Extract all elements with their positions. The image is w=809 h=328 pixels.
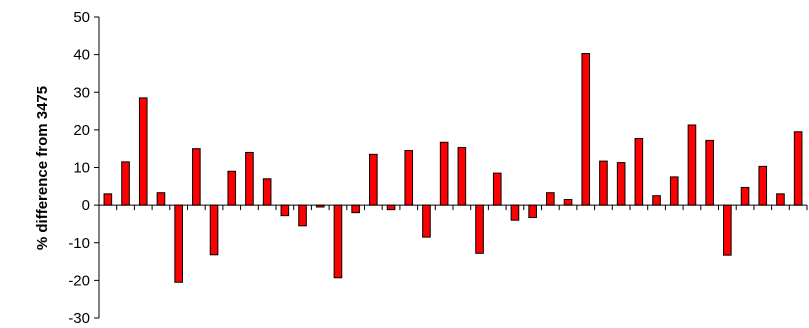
bar	[369, 153, 378, 206]
bar	[298, 204, 307, 227]
y-tick-label: 50	[73, 9, 90, 26]
bar	[333, 204, 343, 279]
bar	[563, 198, 573, 206]
bar	[652, 195, 661, 206]
bar	[475, 204, 484, 254]
y-tick-label: -10	[68, 235, 90, 252]
y-axis: 50 40 30 20 10 0 -10 -20 -30	[68, 9, 100, 327]
bar	[723, 204, 732, 256]
bar	[103, 193, 113, 206]
bar	[422, 204, 431, 238]
bar	[634, 138, 644, 206]
bars	[103, 53, 803, 283]
bar	[227, 170, 237, 206]
bar	[280, 204, 290, 217]
bar	[581, 53, 591, 206]
bar	[121, 161, 130, 206]
bar	[510, 204, 520, 221]
bar	[599, 160, 608, 206]
bar	[386, 204, 396, 211]
y-tick-label: -30	[68, 310, 90, 327]
bar	[705, 139, 714, 206]
y-tick-label: -20	[68, 272, 90, 289]
bar	[793, 131, 803, 206]
bar	[528, 204, 537, 219]
y-tick-label: 20	[73, 122, 90, 139]
x-axis	[98, 204, 808, 211]
bar	[156, 192, 166, 206]
bar	[546, 192, 555, 206]
bar	[209, 204, 219, 256]
y-tick-label: 0	[82, 197, 90, 214]
y-axis-title: % difference from 3475	[34, 86, 51, 250]
bar	[138, 97, 148, 206]
bar	[262, 178, 272, 206]
bar	[758, 165, 768, 206]
bar	[174, 204, 183, 283]
bar	[457, 147, 467, 206]
bar	[776, 193, 785, 206]
bar	[492, 172, 502, 206]
bar	[192, 148, 201, 206]
y-tick-label: 30	[73, 84, 90, 101]
y-tick-label: 40	[73, 47, 90, 64]
bar	[439, 141, 449, 206]
bar	[740, 186, 750, 206]
bar	[616, 162, 626, 206]
bar	[669, 176, 679, 206]
bar	[245, 151, 254, 206]
y-tick-label: 10	[73, 160, 90, 177]
bar	[404, 150, 414, 206]
bar	[351, 204, 360, 214]
bar	[687, 124, 697, 206]
